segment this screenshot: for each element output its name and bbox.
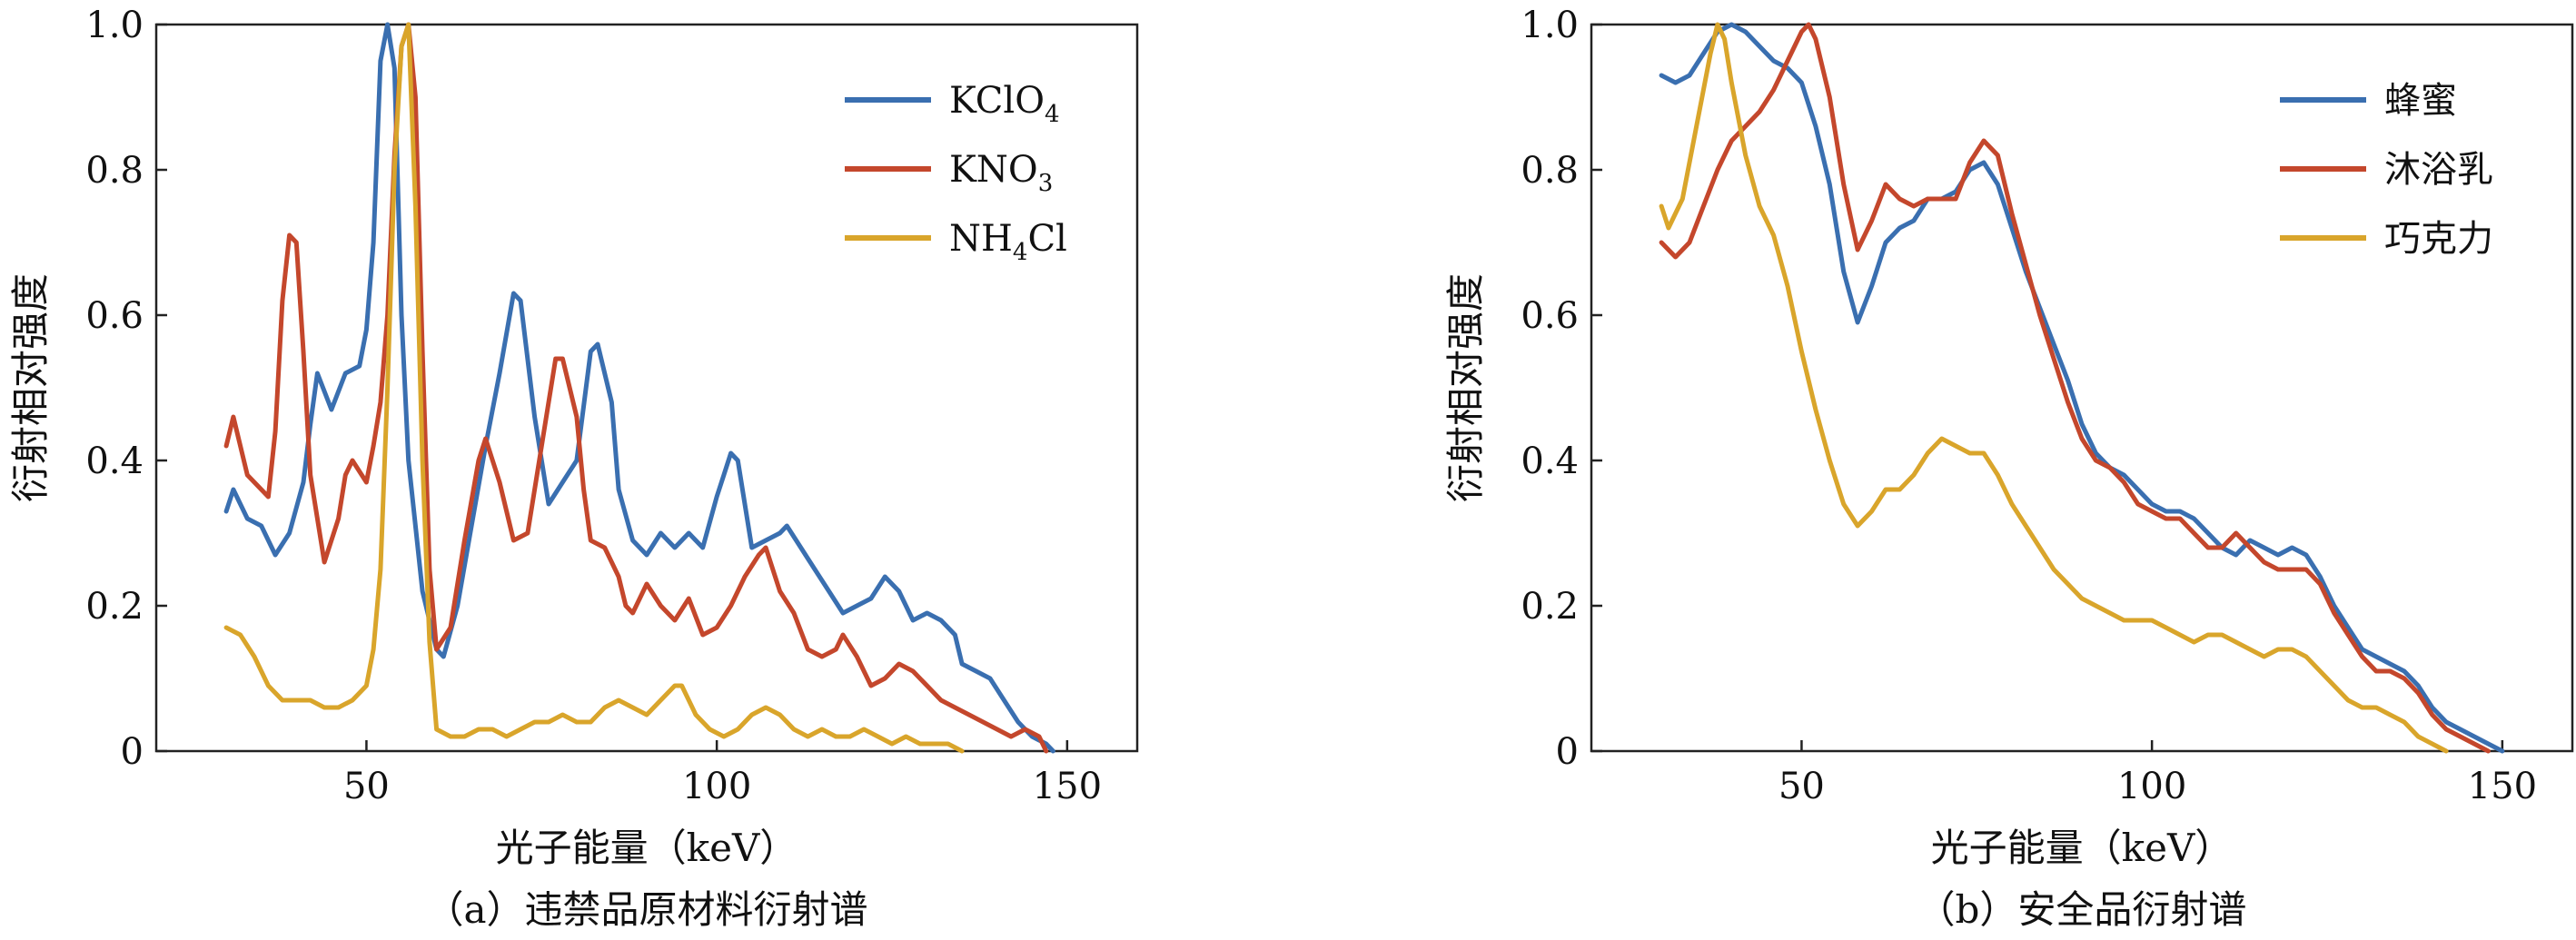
legend-label: 沐浴乳: [2384, 149, 2493, 191]
legend-label: 巧克力: [2384, 218, 2493, 260]
y-tick-label: 0.4: [85, 440, 144, 482]
panel-a-caption: （a）违禁品原材料衍射谱: [425, 887, 867, 932]
series-line-3: [1659, 22, 2449, 754]
series-line-2: [1659, 22, 2491, 754]
panel-b-x-axis-title: 光子能量（keV）: [1931, 826, 2234, 870]
legend-label: NH4Cl: [949, 218, 1067, 266]
y-tick-label: 1.0: [1521, 5, 1579, 46]
y-tick-label: 0.4: [1521, 440, 1579, 482]
panel-a-ticks: 50 100 150 0 0.2 0.4 0.6 0.8 1.0: [85, 5, 1102, 807]
series-line-1: [1659, 22, 2505, 754]
y-tick-label: 0.6: [85, 295, 144, 337]
y-tick-label: 0: [1556, 731, 1579, 773]
x-tick-label: 50: [343, 766, 390, 807]
panel-b-frame: [1590, 23, 2574, 753]
y-tick-label: 0.8: [85, 150, 144, 192]
y-tick-label: 0.2: [85, 586, 144, 628]
panel-b-ticks: 50 100 150 0 0.2 0.4 0.6 0.8 1.0: [1521, 5, 2537, 807]
y-tick-label: 0.8: [1521, 150, 1579, 192]
panel-b-y-axis-title: 衍射相对强度: [1443, 273, 1488, 502]
x-tick-label: 150: [2468, 766, 2537, 807]
legend-label: KClO4: [949, 80, 1060, 128]
panel-b-series: [1659, 22, 2505, 754]
series-line-2: [223, 22, 1049, 754]
y-tick-label: 0.6: [1521, 295, 1579, 337]
x-tick-label: 100: [2117, 766, 2186, 807]
series-line-1: [223, 22, 1055, 754]
y-tick-label: 0.2: [1521, 586, 1579, 628]
y-tick-label: 1.0: [85, 5, 144, 46]
legend-label: KNO3: [949, 149, 1053, 197]
legend-label: 蜂蜜: [2384, 80, 2457, 122]
panel-a-x-axis-title: 光子能量（keV）: [496, 826, 798, 870]
x-tick-label: 150: [1033, 766, 1102, 807]
x-tick-label: 100: [682, 766, 751, 807]
panel-a-frame: [154, 23, 1139, 753]
panel-a-series: [223, 22, 1055, 754]
x-tick-label: 50: [1778, 766, 1825, 807]
panel-b-caption: （b）安全品衍射谱: [1917, 887, 2247, 932]
panel-a-y-axis-title: 衍射相对强度: [8, 273, 53, 502]
y-tick-label: 0: [121, 731, 144, 773]
series-line-3: [223, 22, 965, 754]
panel-a-legend: KClO4 KNO3 NH4Cl: [845, 80, 1067, 266]
